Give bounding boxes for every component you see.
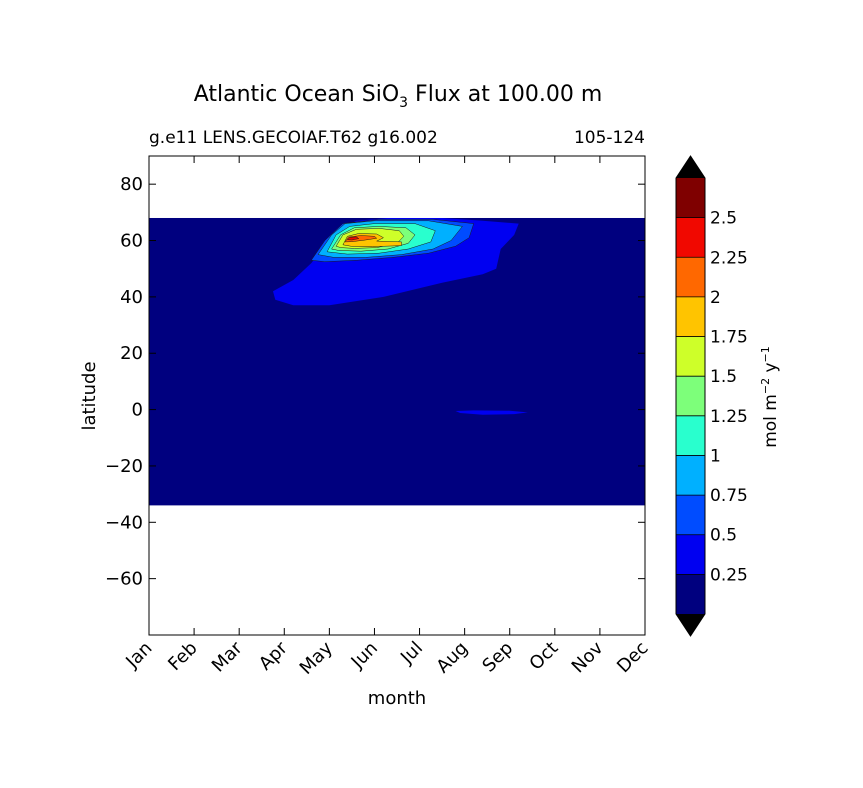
y-axis: 80 60 40 20 0 −20 −40 −60 — [105, 174, 645, 590]
colorbar-segment — [676, 217, 705, 258]
y-tick-label: 20 — [120, 343, 143, 364]
x-tick-label: Jan — [121, 638, 156, 673]
colorbar-segment — [676, 495, 705, 535]
chart-title-main: Atlantic Ocean SiO — [194, 82, 399, 107]
colorbar-segment — [676, 296, 705, 337]
colorbar-outline — [675, 155, 706, 637]
y-tick-label: 0 — [132, 400, 143, 421]
colorbar-segment — [676, 574, 705, 614]
colorbar-tick-label: 0.75 — [710, 486, 748, 506]
plot-frame — [148, 155, 646, 636]
colorbar-tick-label: 2 — [710, 288, 721, 308]
colorbar-tick-label: 0.25 — [710, 565, 748, 585]
contour-region — [455, 410, 528, 415]
colorbar-label-exp2: −1 — [759, 346, 772, 362]
x-tick-label: May — [296, 637, 337, 678]
plot-data-layer — [149, 217, 645, 506]
colorbar-tick-label: 2.25 — [710, 248, 748, 268]
chart-title-rest: Flux at 100.00 m — [408, 82, 602, 107]
colorbar-label: mol m−2 y−1 — [759, 346, 781, 448]
colorbar-segment — [676, 534, 705, 575]
colorbar-label-mid: y — [761, 362, 781, 377]
x-tick-label: Aug — [432, 638, 472, 678]
x-axis-label: month — [368, 688, 426, 709]
subtitle-left: g.e11 LENS.GECOIAF.T62 g16.002 — [149, 128, 438, 148]
chart-title-subscript: 3 — [399, 95, 408, 111]
x-tick-label: Feb — [164, 638, 201, 675]
y-tick-label: −60 — [105, 569, 143, 590]
colorbar-extend-high — [676, 156, 705, 178]
colorbar-extend-low — [676, 614, 705, 636]
x-tick-label: Jun — [347, 638, 382, 673]
contour-region — [346, 236, 360, 241]
subtitle-right: 105-124 — [574, 128, 645, 148]
colorbar-label-main: mol m — [761, 394, 781, 448]
colorbar: 0.25 0.5 0.75 1 1.25 1.5 1.75 2 2.25 2.5 — [675, 155, 748, 637]
x-tick-label: Apr — [255, 637, 292, 674]
y-tick-label: 80 — [120, 174, 143, 195]
y-tick-label: 40 — [120, 287, 143, 308]
colorbar-segment — [676, 336, 705, 377]
colorbar-segment — [676, 376, 705, 416]
chart-title: Atlantic Ocean SiO3 Flux at 100.00 m — [194, 82, 603, 111]
colorbar-tick-label: 1.75 — [710, 328, 748, 348]
x-tick-label: Sep — [478, 638, 517, 677]
y-tick-label: 60 — [120, 231, 143, 252]
colorbar-tick-label: 1.5 — [710, 367, 737, 387]
colorbar-tick-label: 2.5 — [710, 209, 737, 229]
colorbar-tick-label: 1.25 — [710, 407, 748, 427]
x-tick-label: Dec — [613, 638, 652, 677]
y-tick-label: −20 — [105, 456, 143, 477]
colorbar-tick-label: 0.5 — [710, 526, 737, 546]
y-axis-label: latitude — [79, 361, 100, 430]
x-tick-label: Jul — [396, 638, 427, 669]
colorbar-tick-label: 1 — [710, 446, 721, 466]
y-tick-label: −40 — [105, 512, 143, 533]
colorbar-segment — [676, 178, 705, 218]
colorbar-segment — [676, 257, 705, 297]
colorbar-label-exp1: −2 — [759, 378, 772, 394]
colorbar-segment — [676, 455, 705, 496]
colorbar-segment — [676, 415, 705, 456]
x-tick-label: Nov — [568, 637, 608, 677]
x-tick-label: Oct — [525, 638, 562, 675]
x-tick-label: Mar — [208, 637, 247, 676]
